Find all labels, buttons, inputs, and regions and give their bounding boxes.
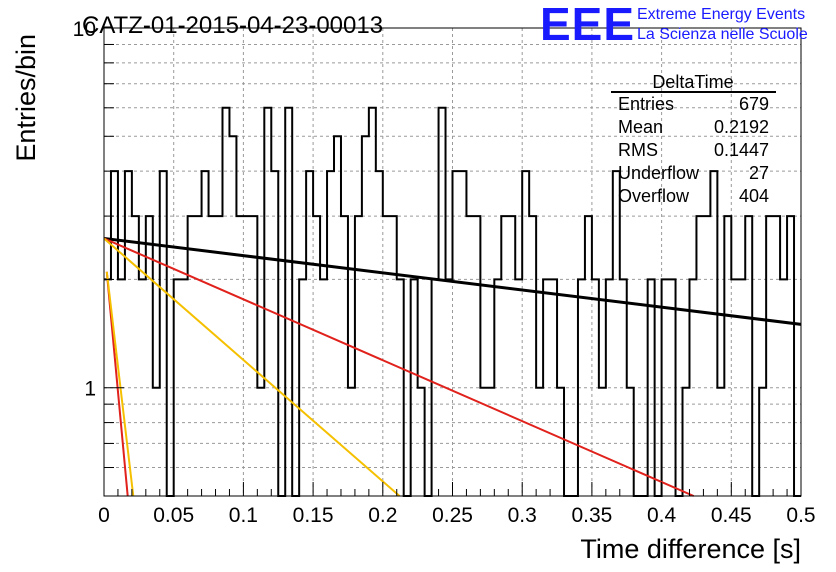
stats-title: DeltaTime [652, 72, 733, 92]
stats-row-value: 679 [739, 94, 769, 114]
x-tick-label: 0.05 [153, 504, 194, 527]
x-tick-label: 0.5 [786, 504, 815, 527]
stats-row-label: Underflow [618, 163, 700, 183]
x-tick-label: 0.3 [508, 504, 537, 527]
x-tick-label: 0.15 [293, 504, 334, 527]
stats-row-label: RMS [618, 140, 658, 160]
x-tick-labels: 0 0.05 0.1 0.15 0.2 0.25 0.3 0.35 0.4 0.45 0.5 [98, 504, 815, 527]
x-tick-label: 0.35 [571, 504, 612, 527]
stats-row-value: 27 [749, 163, 769, 183]
fit-curve-2 [103, 237, 695, 497]
x-tick-label: 0.2 [368, 504, 397, 527]
eee-logo-line2: La Scienza nelle Scuole [637, 26, 808, 43]
stats-row-value: 404 [739, 186, 769, 206]
y-axis-label: Entries/bin [11, 34, 41, 162]
stats-row-label: Overflow [618, 186, 690, 206]
x-tick-label: 0.4 [647, 504, 677, 527]
x-tick-label: 0 [98, 504, 110, 527]
stats-rows: Entries 679 Mean 0.2192 RMS 0.1447 Underflow 27… [618, 94, 769, 206]
histogram-outline [104, 106, 801, 497]
y-tick-label: 10 [73, 18, 96, 41]
y-tick-label: 1 [84, 378, 96, 401]
chart-title: CATZ-01-2015-04-23-00013 [82, 12, 383, 39]
eee-logo-text: EEE [540, 0, 635, 50]
x-tick-label: 0.45 [711, 504, 752, 527]
fit-curve-3 [103, 237, 401, 497]
histogram-layer [104, 106, 801, 497]
stats-row-label: Mean [618, 117, 663, 137]
fit-curves [103, 236, 802, 497]
stats-box: DeltaTime Entries 679 Mean 0.2192 RMS 0.1447 U… [611, 72, 776, 206]
eee-logo-line1: Extreme Energy Events [637, 6, 805, 23]
x-axis-label: Time difference [s] [580, 534, 801, 564]
fit-curve-5 [105, 271, 135, 497]
x-tick-label: 0.1 [229, 504, 258, 527]
stats-row-value: 0.2192 [714, 117, 769, 137]
eee-logo: EEE Extreme Energy Events La Scienza nel… [540, 0, 808, 50]
axis-ticks [103, 43, 802, 497]
stats-row-value: 0.1447 [714, 140, 769, 160]
fit-curve-1 [103, 236, 802, 326]
y-tick-labels: 1 10 [73, 18, 96, 401]
stats-row-label: Entries [618, 94, 674, 114]
x-tick-label: 0.25 [432, 504, 473, 527]
